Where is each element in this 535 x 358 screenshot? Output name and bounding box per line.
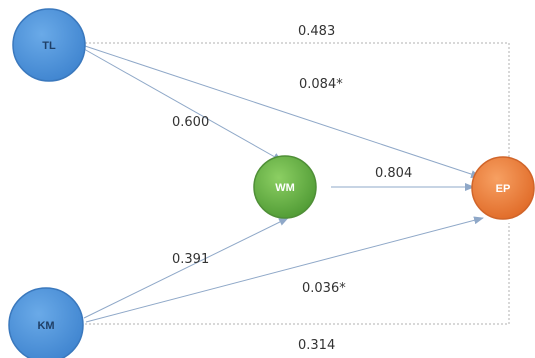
edge-label-tl-wm: 0.600: [172, 115, 209, 130]
node-tl: TL: [12, 8, 86, 82]
edge-tl-ep-total: [85, 42, 510, 168]
edge-label-tl-ep-direct: 0.084*: [299, 77, 343, 92]
edge-km-ep-total: [85, 223, 510, 325]
node-ep-label: EP: [496, 183, 511, 195]
edge-tl-wm: [83, 48, 283, 162]
node-tl-label: TL: [42, 40, 56, 52]
edge-km-ep-direct: [85, 216, 484, 323]
node-ep: EP: [471, 156, 535, 220]
node-wm-label: WM: [275, 182, 295, 194]
edge-label-tl-ep-total: 0.483: [298, 24, 335, 39]
node-km: KM: [8, 287, 84, 358]
edge-km-wm: [83, 217, 289, 319]
node-km-label: KM: [37, 320, 54, 332]
edge-label-km-ep-direct: 0.036*: [302, 281, 346, 296]
edge-label-km-ep-total: 0.314: [298, 338, 335, 353]
node-wm: WM: [253, 155, 317, 219]
edge-label-wm-ep: 0.804: [375, 166, 412, 181]
edge-label-km-wm: 0.391: [172, 252, 209, 267]
edge-tl-ep-direct: [84, 45, 481, 178]
